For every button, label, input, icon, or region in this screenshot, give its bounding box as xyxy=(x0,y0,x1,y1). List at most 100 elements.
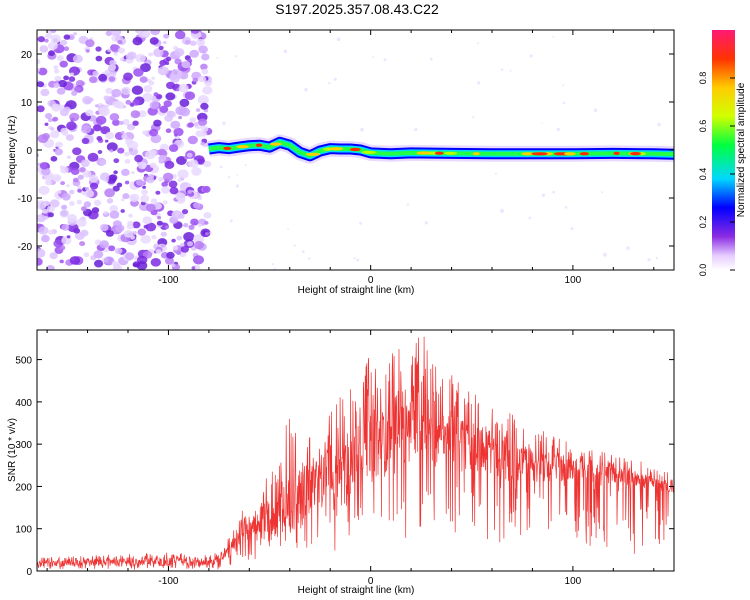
noise-speckle xyxy=(244,164,247,166)
noise-speckle xyxy=(171,263,176,268)
noise-speckle xyxy=(182,107,188,112)
noise-speckle xyxy=(500,68,504,71)
noise-speckle xyxy=(47,174,53,179)
noise-speckle xyxy=(79,167,86,173)
noise-speckle xyxy=(287,228,289,231)
noise-speckle xyxy=(121,134,128,140)
noise-speckle xyxy=(529,54,533,58)
noise-speckle xyxy=(104,139,109,143)
noise-speckle xyxy=(552,35,555,38)
ridge-hotspot xyxy=(361,150,377,154)
noise-speckle xyxy=(161,186,171,194)
noise-speckle xyxy=(112,185,120,192)
noise-speckle xyxy=(132,37,143,46)
noise-speckle xyxy=(73,32,78,36)
noise-speckle xyxy=(195,108,201,112)
noise-speckle xyxy=(184,91,196,100)
noise-speckle xyxy=(98,106,110,117)
noise-speckle xyxy=(149,101,160,110)
ridge-hotspot xyxy=(579,152,590,156)
noise-speckle xyxy=(603,252,607,257)
noise-speckle xyxy=(127,220,134,226)
noise-speckle xyxy=(112,100,121,108)
noise-speckle xyxy=(140,194,150,203)
noise-speckle xyxy=(93,199,102,206)
noise-speckle xyxy=(109,149,114,153)
noise-speckle xyxy=(128,147,133,152)
noise-speckle xyxy=(187,241,194,247)
snr-ytick-label: 100 xyxy=(15,525,32,536)
noise-speckle xyxy=(336,37,341,41)
noise-speckle xyxy=(38,67,48,76)
noise-speckle xyxy=(72,147,82,156)
noise-speckle xyxy=(174,133,178,137)
noise-speckle xyxy=(81,206,87,212)
noise-speckle xyxy=(61,204,68,210)
noise-speckle xyxy=(54,148,63,156)
noise-speckle xyxy=(83,252,90,258)
noise-speckle xyxy=(66,235,71,239)
noise-speckle xyxy=(56,55,64,61)
noise-speckle xyxy=(37,36,45,43)
noise-speckle xyxy=(183,232,195,242)
noise-speckle xyxy=(169,186,179,195)
noise-speckle xyxy=(63,75,69,81)
noise-speckle xyxy=(44,122,49,127)
ridge-hotspot xyxy=(223,146,232,150)
noise-speckle xyxy=(87,152,99,162)
noise-speckle xyxy=(147,107,158,116)
noise-speckle xyxy=(69,201,75,206)
noise-speckle xyxy=(201,125,209,133)
noise-speckle xyxy=(176,235,183,241)
snr-ytick-label: 500 xyxy=(15,356,32,367)
ridge-hotspot xyxy=(629,152,642,156)
noise-speckle xyxy=(149,149,157,156)
noise-speckle xyxy=(190,30,200,34)
noise-speckle xyxy=(95,46,102,52)
noise-speckle xyxy=(235,184,239,188)
noise-speckle xyxy=(59,60,68,68)
ridge-hotspot xyxy=(269,142,282,146)
noise-speckle xyxy=(61,193,71,201)
noise-speckles xyxy=(37,30,671,270)
noise-speckle xyxy=(170,120,181,129)
noise-speckle xyxy=(197,223,202,228)
spectrogram-ytick-label: -10 xyxy=(18,194,33,205)
noise-speckle xyxy=(119,57,125,61)
noise-speckle xyxy=(60,166,69,174)
colorbar-gradient xyxy=(712,30,735,270)
noise-speckle xyxy=(153,48,164,58)
noise-speckle xyxy=(219,165,223,169)
noise-speckle xyxy=(356,258,360,262)
noise-speckle xyxy=(198,75,207,83)
colorbar-tick-label: 0.2 xyxy=(698,216,708,229)
noise-speckle xyxy=(82,95,93,105)
noise-speckle xyxy=(158,45,164,51)
noise-speckle xyxy=(190,218,199,226)
snr-ytick-label: 0 xyxy=(26,567,32,578)
noise-speckle xyxy=(189,117,196,123)
noise-speckle xyxy=(67,214,77,223)
noise-speckle xyxy=(96,136,103,141)
noise-speckle xyxy=(113,52,118,56)
noise-speckle xyxy=(83,201,92,208)
noise-speckle xyxy=(202,86,213,95)
noise-speckle xyxy=(105,30,113,37)
noise-speckle xyxy=(99,240,109,249)
noise-speckle xyxy=(44,38,49,43)
spectrogram-ylabel: Frequency (Hz) xyxy=(7,116,18,185)
noise-speckle xyxy=(179,98,190,107)
noise-speckle xyxy=(173,70,179,75)
noise-speckle xyxy=(77,174,84,180)
colorbar-label: Normalized spectral amplitude xyxy=(736,82,747,217)
noise-speckle xyxy=(147,78,152,83)
noise-speckle xyxy=(134,154,144,163)
noise-speckle xyxy=(204,221,209,225)
noise-speckle xyxy=(109,210,120,219)
noise-speckle xyxy=(273,267,276,270)
noise-speckle xyxy=(424,221,428,225)
noise-speckle xyxy=(163,100,172,108)
noise-speckle xyxy=(105,87,113,94)
noise-speckle xyxy=(142,130,148,135)
